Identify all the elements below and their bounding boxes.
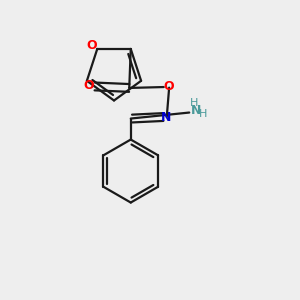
Text: H: H	[190, 98, 198, 108]
Text: N: N	[161, 111, 171, 124]
Text: O: O	[164, 80, 175, 93]
Text: N: N	[191, 104, 201, 117]
Text: O: O	[83, 79, 94, 92]
Text: O: O	[86, 39, 97, 52]
Text: H: H	[199, 109, 208, 119]
